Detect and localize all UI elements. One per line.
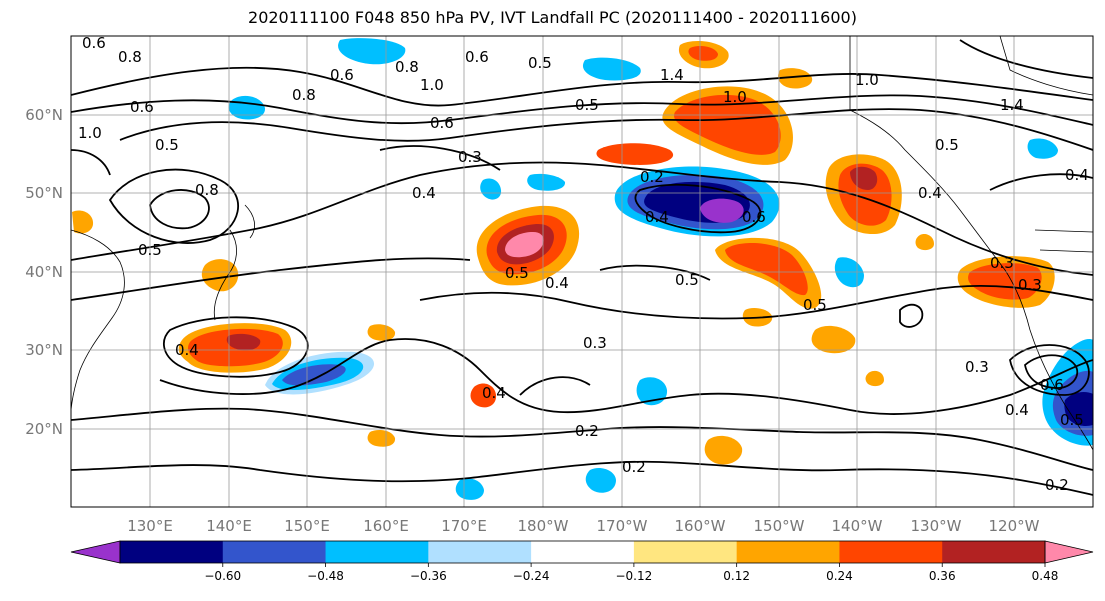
colorbar: −0.60 −0.48 −0.36 −0.24 −0.12 0.12 0.24 0.36 0.4…: [70, 540, 1094, 583]
contour-label: 0.5: [138, 241, 162, 259]
contour-label: 0.3: [583, 334, 607, 352]
contour-label: 0.4: [1065, 166, 1089, 184]
lon-tick: 130°E: [127, 517, 173, 535]
colorbar-frame: [119, 540, 1046, 564]
contour-label: 0.4: [175, 341, 199, 359]
contour-label: 0.4: [645, 208, 669, 226]
contour-label: 0.5: [575, 96, 599, 114]
contour-label: 1.0: [723, 88, 747, 106]
pv-contours: [71, 39, 1093, 496]
contour-label: 0.8: [118, 48, 142, 66]
colorbar-swatch: [839, 541, 943, 563]
colorbar-tick-label: −0.12: [615, 569, 652, 583]
contour-label: 0.2: [622, 458, 646, 476]
contour-label: 0.2: [1045, 476, 1069, 494]
map-title: 2020111100 F048 850 hPa PV, IVT Landfall…: [248, 8, 857, 27]
contour-label: 0.6: [465, 48, 489, 66]
colorbar-swatch: [736, 541, 840, 563]
contour-label: 0.6: [82, 34, 106, 52]
lon-tick: 120°W: [989, 517, 1040, 535]
colorbar-tick-label: 0.12: [723, 569, 750, 583]
contour-label: 0.6: [330, 66, 354, 84]
contour-label: 0.5: [675, 271, 699, 289]
colorbar-tick-label: 0.24: [826, 569, 853, 583]
plot-frame: [70, 35, 1094, 508]
lat-tick: 20°N: [25, 420, 63, 438]
contour-label: 0.6: [430, 114, 454, 132]
colorbar-tick-label: 0.36: [929, 569, 956, 583]
lat-tick: 60°N: [25, 106, 63, 124]
colorbar-swatch: [428, 541, 532, 563]
lon-axis: 130°E 140°E 150°E 160°E 170°E 180°W 170°…: [127, 517, 1039, 535]
contour-label: 0.6: [742, 208, 766, 226]
contour-label: 0.4: [482, 384, 506, 402]
lon-tick: 150°E: [284, 517, 330, 535]
contour-label: 0.3: [458, 148, 482, 166]
contour-label: 0.5: [528, 54, 552, 72]
contour-label: 1.4: [1000, 96, 1024, 114]
lat-tick: 30°N: [25, 341, 63, 359]
lon-tick: 150°W: [754, 517, 805, 535]
contour-label: 0.3: [1018, 276, 1042, 294]
contour-label: 0.8: [292, 86, 316, 104]
contour-label: 0.5: [1060, 411, 1084, 429]
contour-label: 1.0: [855, 71, 879, 89]
colorbar-tick-label: −0.36: [410, 569, 447, 583]
colorbar-tick-label: −0.60: [204, 569, 241, 583]
graticule: [71, 36, 1093, 507]
contour-label: 1.0: [420, 76, 444, 94]
contour-label: 0.5: [935, 136, 959, 154]
colorbar-tick-label: −0.24: [513, 569, 550, 583]
lon-tick: 170°W: [597, 517, 648, 535]
colorbar-min-extend: [70, 540, 121, 564]
colorbar-swatch: [222, 541, 327, 563]
lon-tick: 160°W: [675, 517, 726, 535]
colorbar-swatch: [325, 541, 429, 563]
lon-tick: 140°E: [206, 517, 252, 535]
contour-label: 0.5: [803, 296, 827, 314]
colorbar-swatch: [120, 541, 224, 563]
contour-label: 0.4: [412, 184, 436, 202]
colorbar-max-extend: [1044, 540, 1094, 564]
contour-label: 0.2: [575, 422, 599, 440]
lon-tick: 140°W: [832, 517, 883, 535]
coastlines: [71, 36, 1093, 451]
contour-label: 0.2: [640, 168, 664, 186]
contour-label: 0.3: [965, 358, 989, 376]
lat-tick: 50°N: [25, 184, 63, 202]
contour-label: 0.8: [195, 181, 219, 199]
colorbar-swatch: [531, 541, 635, 563]
contour-label: 0.6: [1040, 376, 1064, 394]
contour-label: 0.4: [918, 184, 942, 202]
contour-label: 1.0: [78, 124, 102, 142]
contour-label: 0.5: [505, 264, 529, 282]
contour-label: 1.4: [660, 66, 684, 84]
lon-tick: 180°W: [518, 517, 569, 535]
contour-labels: 0.6 0.8 0.6 0.8 1.0 0.6 0.5 1.4 0.5 0.6 …: [78, 34, 1089, 494]
contour-label: 0.3: [990, 254, 1014, 272]
colorbar-tick-label: 0.48: [1032, 569, 1059, 583]
contour-label: 0.5: [155, 136, 179, 154]
lon-tick: 130°W: [911, 517, 962, 535]
contour-label: 0.6: [130, 98, 154, 116]
lat-tick: 40°N: [25, 263, 63, 281]
lat-axis: 60°N 50°N 40°N 30°N 20°N: [25, 106, 63, 438]
contour-label: 0.8: [395, 58, 419, 76]
contour-label: 0.4: [1005, 401, 1029, 419]
colorbar-swatch: [633, 541, 738, 563]
contour-label: 0.4: [545, 274, 569, 292]
lon-tick: 160°E: [363, 517, 409, 535]
lon-tick: 170°E: [441, 517, 487, 535]
colorbar-tick-label: −0.48: [307, 569, 344, 583]
colorbar-swatch: [942, 541, 1046, 563]
